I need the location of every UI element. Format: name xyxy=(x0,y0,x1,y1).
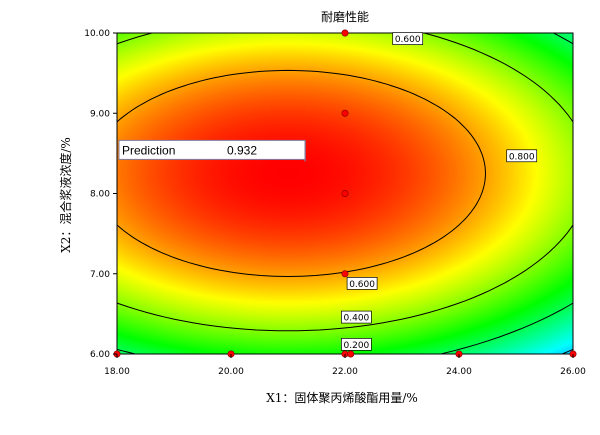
contour-label: 0.800 xyxy=(506,149,538,163)
x-tick-label: 26.00 xyxy=(560,367,586,377)
contour-label-text: 0.400 xyxy=(344,314,370,324)
y-tick-label: 7.00 xyxy=(90,270,110,280)
y-tick-label: 9.00 xyxy=(90,109,110,119)
y-axis-label: X2：混合浆液浓度/% xyxy=(58,137,73,253)
y-tick-label: 6.00 xyxy=(90,350,110,360)
contour-label: 0.400 xyxy=(341,310,372,324)
contour-label-box xyxy=(506,149,538,163)
y-tick-label: 10.00 xyxy=(84,29,110,39)
x-tick-label: 24.00 xyxy=(446,367,472,377)
design-point xyxy=(341,190,349,198)
contour-line xyxy=(117,33,573,354)
contour-lines xyxy=(117,33,573,354)
contour-line xyxy=(117,69,486,278)
contour-label-text: 0.600 xyxy=(395,35,421,45)
axes: 18.00 20.00 22.00 24.00 26.00 6.00 7.00 8.00 9.0… xyxy=(84,29,586,377)
design-point xyxy=(341,270,349,278)
contour-label-box xyxy=(341,338,372,351)
contour-label-box xyxy=(346,277,378,290)
x-tick-label: 22.00 xyxy=(332,367,358,377)
prediction-label: Prediction xyxy=(122,143,175,157)
design-point xyxy=(347,350,355,358)
plot-area: 0.200 0.400 0.600 0.600 0.800 Prediction 0.932 xyxy=(113,29,577,358)
contour-label: 0.600 xyxy=(392,32,424,45)
prediction-value: 0.932 xyxy=(227,143,257,157)
contour-line xyxy=(117,33,573,332)
y-tick-label: 8.00 xyxy=(90,190,110,200)
contour-label-box xyxy=(392,32,424,45)
contour-label-text: 0.600 xyxy=(349,280,375,290)
x-tick-label: 20.00 xyxy=(218,367,244,377)
contour-label-text: 0.800 xyxy=(509,152,535,162)
contour-label-text: 0.200 xyxy=(344,341,370,351)
contour-label: 0.600 xyxy=(346,277,378,290)
x-axis-label: X1：固体聚丙烯酸酯用量/% xyxy=(266,390,418,405)
chart-title: 耐磨性能 xyxy=(321,10,369,24)
design-point xyxy=(341,29,349,37)
contour-label-box xyxy=(341,310,372,324)
x-tick-label: 18.00 xyxy=(104,367,130,377)
prediction-tooltip: Prediction 0.932 xyxy=(118,139,306,162)
contour-label: 0.200 xyxy=(341,338,372,351)
design-point xyxy=(341,109,349,117)
